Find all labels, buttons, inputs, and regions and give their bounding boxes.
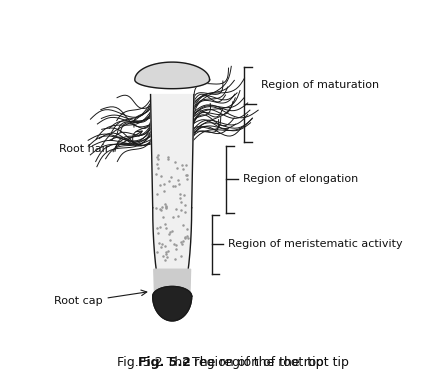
Text: Region of meristematic activity: Region of meristematic activity xyxy=(228,239,403,249)
Polygon shape xyxy=(153,286,192,321)
Text: The region of the root tip: The region of the root tip xyxy=(192,356,349,369)
Text: Root hair: Root hair xyxy=(59,144,109,154)
Text: Fig. 5.2: Fig. 5.2 xyxy=(138,356,191,369)
Text: Region of elongation: Region of elongation xyxy=(243,174,358,184)
Polygon shape xyxy=(154,269,190,301)
Text: Region of maturation: Region of maturation xyxy=(261,80,379,90)
Polygon shape xyxy=(151,95,194,316)
Polygon shape xyxy=(135,62,210,89)
Text: Root cap: Root cap xyxy=(54,296,103,306)
Text: Fig. 5.2 The region of the root tip: Fig. 5.2 The region of the root tip xyxy=(117,356,323,369)
